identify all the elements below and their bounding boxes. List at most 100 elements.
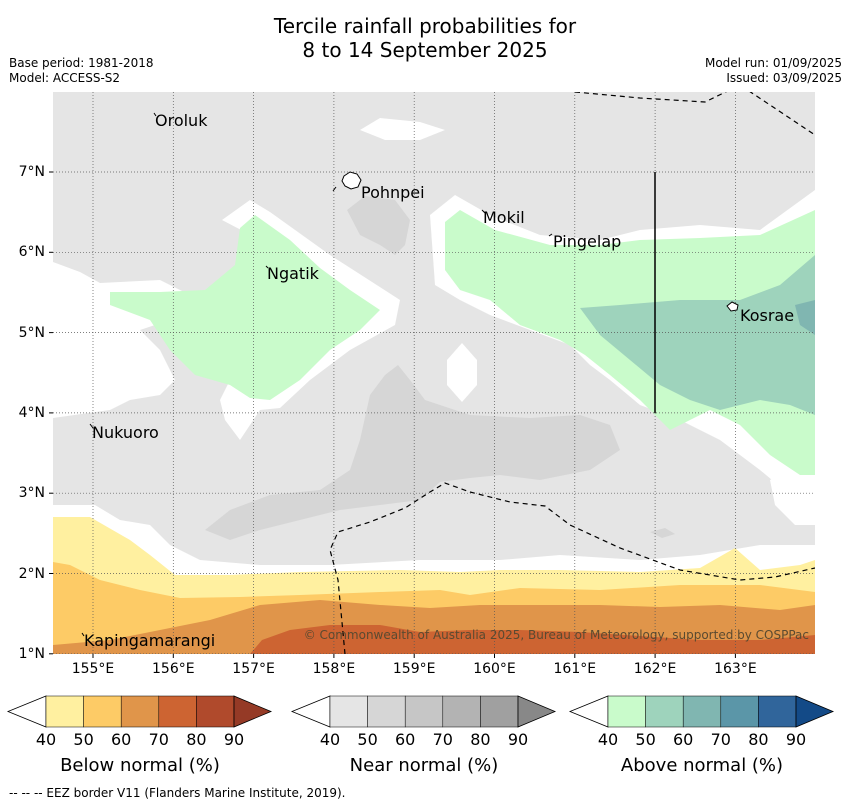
colorbar-high-arrow bbox=[233, 695, 273, 728]
oroluk-mark bbox=[153, 112, 157, 117]
near-normal-50-central bbox=[205, 365, 620, 540]
colorbar-low-arrow bbox=[568, 695, 609, 728]
above-normal-ngatik bbox=[110, 215, 380, 400]
colorbar-segment bbox=[45, 695, 84, 728]
label-kosrae: Kosrae bbox=[740, 306, 795, 325]
label-nukuoro: Nukuoro bbox=[92, 423, 159, 442]
white-gap-top bbox=[360, 118, 445, 140]
colorbar-high-arrow bbox=[517, 695, 557, 728]
colorbar-tick-label: 80 bbox=[470, 730, 491, 749]
colorbar-tick-label: 90 bbox=[785, 730, 807, 749]
copyright-notice: © Commonwealth of Australia 2025, Bureau… bbox=[303, 628, 809, 642]
axis-ticks bbox=[49, 171, 736, 658]
colorbar-tick-label: 60 bbox=[111, 730, 132, 749]
lat-label: 5°N bbox=[18, 324, 45, 341]
colorbar-tick-label: 50 bbox=[357, 730, 378, 749]
colorbar-tick-label: 60 bbox=[673, 730, 694, 749]
near-normal-50-east bbox=[650, 528, 675, 538]
colorbar-title: Below normal (%) bbox=[60, 755, 220, 776]
lon-label: 163°E bbox=[714, 661, 757, 677]
ant-atoll bbox=[332, 186, 337, 192]
colorbar-segment bbox=[720, 695, 759, 728]
model-run-text: Model run: 01/09/2025 bbox=[704, 56, 842, 70]
colorbar-segment bbox=[645, 695, 684, 728]
lat-label: 4°N bbox=[18, 404, 45, 421]
white-gap-center bbox=[447, 343, 477, 402]
colorbars bbox=[6, 695, 835, 728]
colorbar-tick-label: 40 bbox=[35, 730, 57, 749]
lat-label: 3°N bbox=[18, 485, 45, 502]
colorbar-segment bbox=[442, 695, 481, 728]
above-normal-60-kosrae bbox=[795, 300, 815, 335]
map-title-line2: 8 to 14 September 2025 bbox=[302, 38, 548, 62]
colorbar-segment bbox=[682, 695, 722, 728]
colorbar-segment bbox=[120, 695, 160, 728]
label-ngatik: Ngatik bbox=[267, 264, 319, 283]
colorbar-tick-label: 70 bbox=[710, 730, 731, 749]
lon-label: 160°E bbox=[473, 661, 516, 677]
eez-border-south bbox=[329, 482, 815, 654]
white-gap-west2 bbox=[53, 340, 75, 360]
colorbar-above bbox=[568, 695, 835, 728]
colorbar-tick-label: 40 bbox=[597, 730, 619, 749]
lon-label: 159°E bbox=[392, 661, 436, 677]
base-period-text: Base period: 1981-2018 bbox=[9, 56, 154, 70]
colorbar-segment bbox=[196, 695, 235, 728]
kapingamarangi-mark bbox=[81, 632, 85, 637]
eez-border-north bbox=[574, 92, 815, 136]
colorbar-near bbox=[290, 695, 557, 728]
colorbar-segment bbox=[607, 695, 646, 728]
colorbar-segment bbox=[158, 695, 197, 728]
model-text: Model: ACCESS-S2 bbox=[9, 71, 121, 85]
colorbar-low-arrow bbox=[290, 695, 331, 728]
colorbar-segment bbox=[83, 695, 122, 728]
lon-label: 162°E bbox=[633, 661, 677, 677]
below-normal-70 bbox=[250, 625, 815, 654]
near-normal-50-north bbox=[347, 196, 410, 255]
label-pingelap: Pingelap bbox=[553, 232, 622, 251]
colorbar-title: Above normal (%) bbox=[620, 755, 784, 776]
ngatik-mark bbox=[265, 265, 269, 269]
colorbar-segment bbox=[404, 695, 444, 728]
white-gap-southeast bbox=[770, 468, 815, 525]
map-title-line1: Tercile rainfall probabilities for bbox=[273, 14, 577, 38]
label-pohnpei: Pohnpei bbox=[361, 183, 425, 202]
colorbar-tick-label: 80 bbox=[186, 730, 207, 749]
nukuoro-mark bbox=[89, 423, 94, 429]
lon-label: 156°E bbox=[152, 661, 195, 677]
colorbar-tick-label: 90 bbox=[223, 730, 245, 749]
white-gap-southwest bbox=[53, 505, 815, 590]
lat-label: 1°N bbox=[18, 645, 45, 662]
colorbar-tick-label: 50 bbox=[635, 730, 656, 749]
colorbar-low-arrow bbox=[6, 695, 47, 728]
issued-text: Issued: 03/09/2025 bbox=[726, 71, 842, 85]
colorbar-high-arrow bbox=[795, 695, 835, 728]
lon-label: 155°E bbox=[71, 661, 115, 677]
lon-label: 157°E bbox=[232, 661, 275, 677]
colorbar-below bbox=[6, 695, 273, 728]
kosrae-island bbox=[726, 301, 739, 312]
lon-label: 158°E bbox=[312, 661, 356, 677]
lat-label: 6°N bbox=[18, 244, 45, 261]
colorbar-tick-label: 70 bbox=[148, 730, 169, 749]
lat-label: 7°N bbox=[18, 164, 45, 180]
colorbar-segment bbox=[329, 695, 368, 728]
eez-borders bbox=[329, 92, 815, 654]
atoll-marks bbox=[81, 112, 553, 637]
colorbar-tick-label: 70 bbox=[432, 730, 453, 749]
pingelap-mark bbox=[548, 233, 553, 237]
label-oroluk: Oroluk bbox=[155, 111, 208, 130]
pohnpei-island bbox=[341, 171, 362, 190]
colorbar-tick-label: 90 bbox=[507, 730, 529, 749]
colorbar-tick-label: 60 bbox=[395, 730, 416, 749]
colorbar-tick-label: 80 bbox=[748, 730, 769, 749]
map-plot-area bbox=[53, 92, 815, 654]
label-mokil: Mokil bbox=[483, 208, 525, 227]
label-kapingamarangi: Kapingamarangi bbox=[84, 631, 216, 650]
mokil-mark bbox=[481, 209, 486, 214]
lon-label: 161°E bbox=[553, 661, 597, 677]
colorbar-tick-label: 50 bbox=[73, 730, 94, 749]
lat-label: 2°N bbox=[18, 565, 45, 582]
colorbar-segment bbox=[758, 695, 797, 728]
